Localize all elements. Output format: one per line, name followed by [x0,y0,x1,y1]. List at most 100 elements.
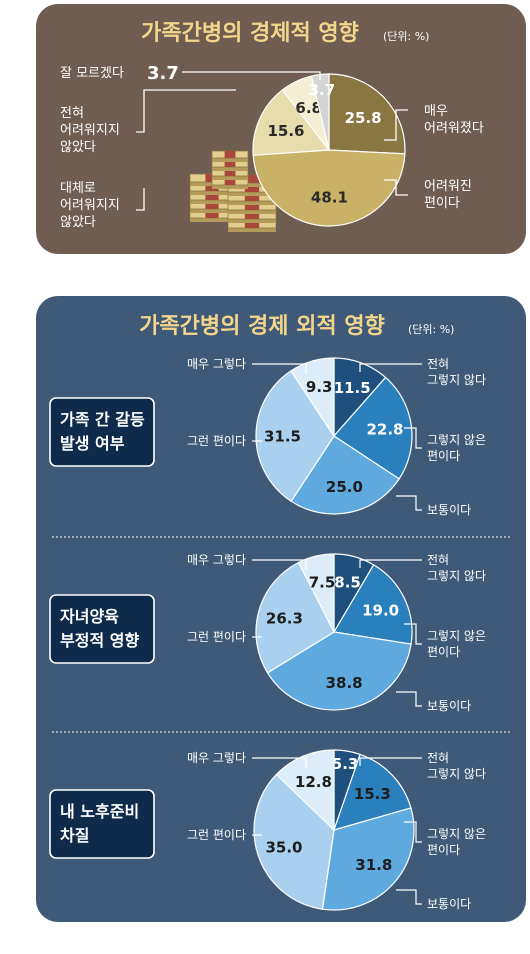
legend-not-really: 편이다 [427,449,460,463]
money-bill [212,155,248,162]
chart1-slice [290,357,335,438]
label-mostly-not: 대체로 [60,181,96,196]
chart3-slice [333,753,412,831]
legend-very: 매우 그렇다 [187,552,246,567]
panel-economic-unit: (단위: %) [383,30,429,43]
money-band [224,151,236,158]
category-label: 내 노후준비 [60,802,139,821]
chart1-slice [333,376,413,480]
economic-value-label: 6.8 [295,99,322,117]
money-bill [212,182,248,189]
money-band [224,178,236,185]
legend-very: 매우 그렇다 [187,750,246,765]
label-somewhat-hard: 편이다 [424,196,460,211]
economic-value-label: 3.7 [309,81,336,99]
category-label: 가족 간 갈등 [60,410,145,429]
panel-noneconomic: 가족간병의 경제 외적 영향 (단위: %) 11.5 22.8 25.0 31.5 9… [36,296,526,922]
chart3-value-label: 31.8 [355,856,392,874]
leader-lines [252,559,422,707]
economic-slice [252,89,331,156]
chart3-slice [321,807,415,911]
leader-lines [252,757,422,905]
category-label: 발생 여부 [60,434,125,453]
category-label: 자녀양육 [60,607,119,626]
label-dont-know-value: 3.7 [147,63,179,84]
chart1-value-label: 22.8 [366,421,403,439]
economic-value-label: 15.6 [267,122,304,140]
label-mostly-not: 어려워지지 [60,198,120,213]
legend-not-really: 그렇지 않은 [427,628,486,643]
chart2-slice [266,631,412,711]
money-band [244,184,260,192]
money-band [244,211,260,219]
legend-not-at-all: 그렇지 않다 [427,766,486,781]
chart3-value-label: 35.0 [265,839,302,857]
legend-not-really: 편이다 [427,843,460,857]
chart2-value-label: 7.5 [309,573,336,591]
panel-economic: 가족간병의 경제적 영향 (단위: %) 25.848.115.66.83.7 … [36,4,526,254]
chart1-value-label: 31.5 [264,428,301,446]
chart2-value-label: 19.0 [362,601,399,619]
legend-neutral: 보통이다 [427,699,471,713]
chart3-value-label: 15.3 [354,785,391,803]
legend-not-really: 그렇지 않은 [427,432,486,447]
chart1-value-label: 25.0 [326,478,363,496]
money-bill [212,173,248,180]
chart2-slice [297,553,335,633]
legend-not-at-all: 전혀 [427,553,449,567]
money-stack-icon [189,150,277,232]
economic-value-label: 25.8 [345,109,382,127]
category-label: 부정적 영향 [60,631,139,650]
category-box [49,594,155,664]
legend-not-at-all: 전혀 [427,357,449,371]
chart2-value-label: 38.8 [326,674,363,692]
legend-not-at-all: 전혀 [427,751,449,765]
money-band [224,160,236,167]
legend-not-at-all: 그렇지 않다 [427,568,486,583]
chart3-value-label: 5.3 [332,755,359,773]
money-bill [212,164,248,171]
chart1-slice [255,370,335,503]
label-very-hard: 매우 [424,104,448,119]
money-band [205,192,219,200]
money-band [205,201,219,209]
chart1-value-label: 9.3 [306,378,333,396]
category-box [49,397,155,467]
chart2-slice [255,561,335,674]
panel-economic-leaders [136,71,408,211]
label-not-at-all: 않았다 [60,140,96,155]
economic-value-label: 48.1 [311,189,348,207]
legend-neutral: 보통이다 [427,897,471,911]
label-somewhat-hard: 어려워진 [424,179,472,194]
money-band [224,169,236,176]
panel-economic-title: 가족간병의 경제적 영향 [141,21,359,46]
legend-very: 매우 그렇다 [187,356,246,371]
label-dont-know: 잘 모르겠다 [60,66,124,81]
legend-neutral: 보통이다 [427,503,471,517]
chart2-value-label: 26.3 [266,609,303,627]
economic-slice [328,73,406,155]
chart1-slice [290,435,400,515]
chart3-slice [253,773,335,910]
panel-noneconomic-unit: (단위: %) [408,323,454,336]
chart1-value-label: 11.5 [334,379,371,397]
economic-slice [252,149,406,227]
chart2-value-label: 8.5 [334,574,361,592]
money-band [244,202,260,210]
category-label: 차질 [60,826,89,845]
money-band [244,220,260,228]
chart3-value-label: 12.8 [295,773,332,791]
label-not-at-all: 어려워지지 [60,123,120,138]
legend-not-at-all: 그렇지 않다 [427,372,486,387]
panel-noneconomic-title: 가족간병의 경제 외적 영향 [139,314,385,339]
leader-lines [252,363,422,511]
money-band [244,175,260,183]
legend-not-really: 편이다 [427,645,460,659]
legend-not-really: 그렇지 않은 [427,826,486,841]
label-very-hard: 어려워졌다 [424,121,484,136]
legend-somewhat: 그런 편이다 [187,630,246,644]
